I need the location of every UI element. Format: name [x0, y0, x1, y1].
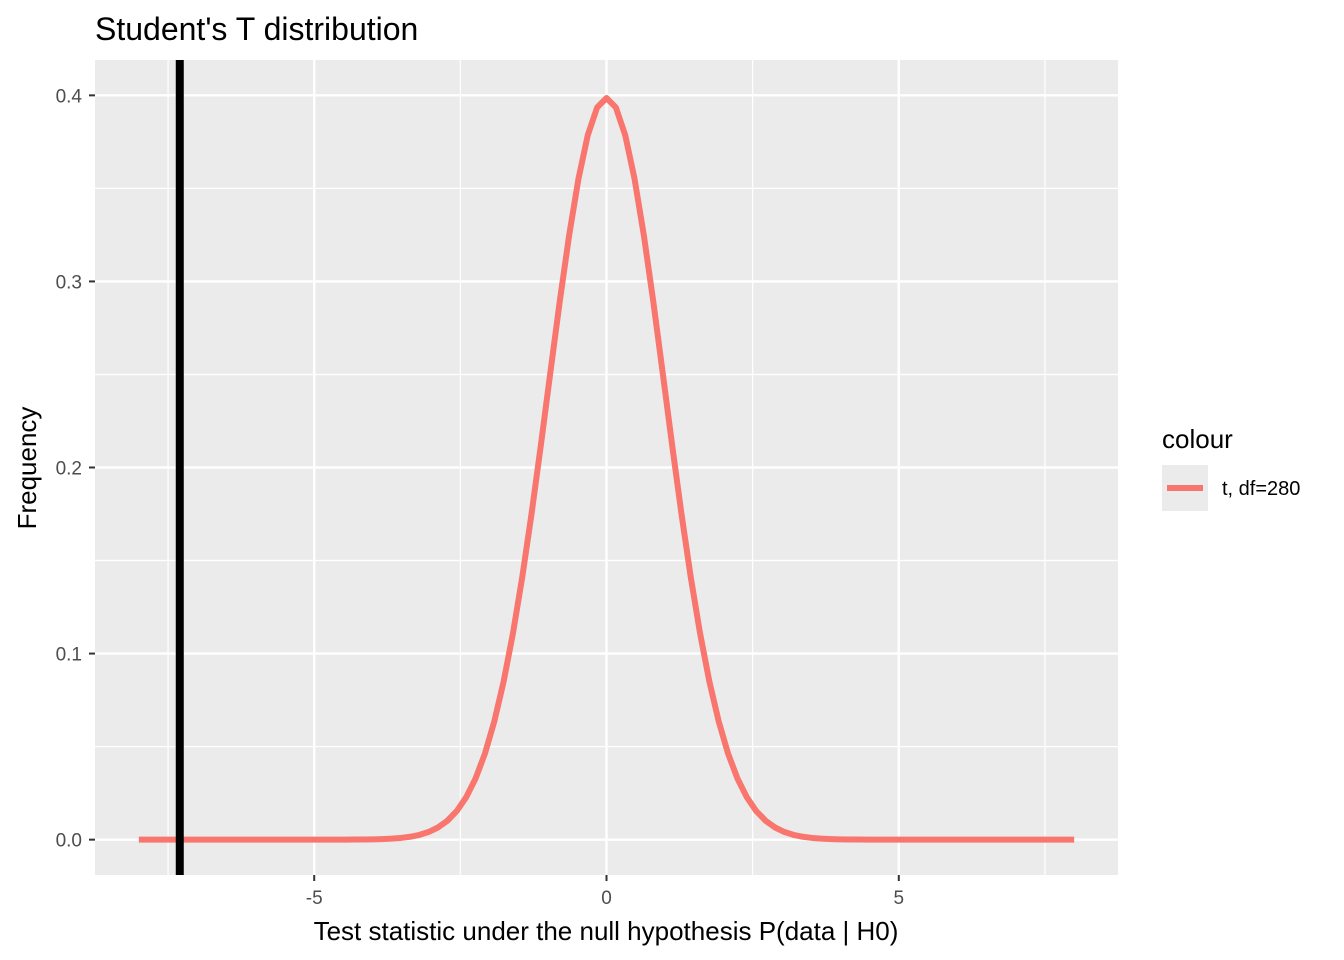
y-tick-label: 0.0: [56, 831, 82, 852]
y-tick-label: 0.3: [56, 272, 82, 293]
series-layer: [138, 94, 1075, 843]
x-axis-title: Test statistic under the null hypothesis…: [314, 916, 899, 946]
series-line-t-df280: [138, 94, 1075, 843]
x-tick-label: 0: [601, 888, 612, 909]
x-tick-label: 5: [893, 888, 904, 909]
y-axis-title: Frequency: [12, 407, 42, 530]
chart-title: Student's T distribution: [95, 11, 418, 47]
legend-label: t, df=280: [1222, 478, 1300, 500]
y-tick-label: 0.1: [56, 645, 82, 666]
x-axis: -5 0 5: [306, 875, 904, 909]
legend: colour t, df=280: [1162, 424, 1300, 511]
y-tick-label: 0.2: [56, 459, 82, 480]
legend-title: colour: [1162, 424, 1233, 454]
x-tick-label: -5: [306, 888, 323, 909]
y-tick-label: 0.4: [56, 86, 83, 107]
y-axis: 0.0 0.1 0.2 0.3 0.4: [56, 86, 95, 852]
